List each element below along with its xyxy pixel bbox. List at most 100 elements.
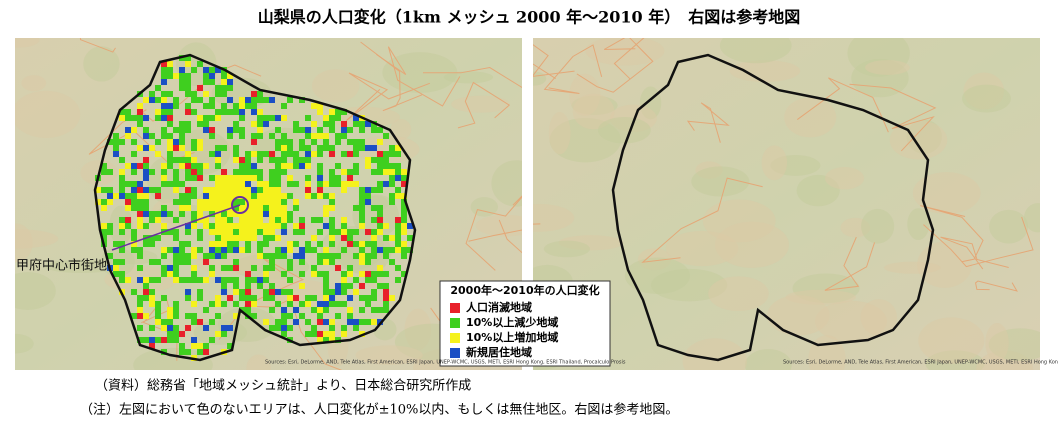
- mesh-cell: [197, 217, 203, 223]
- mesh-cell: [329, 151, 335, 157]
- mesh-cell: [269, 229, 275, 235]
- mesh-cell: [233, 247, 239, 253]
- mesh-cell: [341, 181, 347, 187]
- mesh-cell: [131, 127, 137, 133]
- mesh-cell: [305, 133, 311, 139]
- mesh-cell: [233, 109, 239, 115]
- mesh-cell: [245, 187, 251, 193]
- mesh-cell: [251, 295, 257, 301]
- mesh-cell: [143, 223, 149, 229]
- mesh-cell: [209, 103, 215, 109]
- mesh-cell: [287, 181, 293, 187]
- mesh-cell: [281, 289, 287, 295]
- mesh-cell: [239, 127, 245, 133]
- mesh-cell: [161, 253, 167, 259]
- mesh-cell: [215, 115, 221, 121]
- mesh-cell: [377, 163, 383, 169]
- mesh-cell: [185, 253, 191, 259]
- mesh-cell: [323, 139, 329, 145]
- legend-title: 2000年～2010年の人口変化: [450, 283, 599, 297]
- mesh-cell: [401, 205, 407, 211]
- mesh-cell: [365, 163, 371, 169]
- mesh-cell: [167, 67, 173, 73]
- mesh-cell: [317, 145, 323, 151]
- mesh-cell: [173, 175, 179, 181]
- mesh-cell: [383, 235, 389, 241]
- mesh-cell: [239, 289, 245, 295]
- mesh-cell: [371, 169, 377, 175]
- mesh-cell: [173, 157, 179, 163]
- mesh-cell: [299, 127, 305, 133]
- mesh-cell: [137, 205, 143, 211]
- mesh-cell: [269, 223, 275, 229]
- mesh-cell: [317, 307, 323, 313]
- mesh-cell: [179, 121, 185, 127]
- mesh-cell: [197, 61, 203, 67]
- mesh-cell: [239, 175, 245, 181]
- mesh-cell: [167, 319, 173, 325]
- mesh-cell: [257, 91, 263, 97]
- mesh-cell: [305, 295, 311, 301]
- mesh-cell: [257, 115, 263, 121]
- mesh-cell: [113, 271, 119, 277]
- mesh-cell: [275, 247, 281, 253]
- legend-label: 新規居住地域: [466, 345, 532, 359]
- mesh-cell: [143, 211, 149, 217]
- mesh-cell: [299, 283, 305, 289]
- mesh-cell: [161, 115, 167, 121]
- mesh-cell: [329, 259, 335, 265]
- mesh-cell: [401, 199, 407, 205]
- mesh-cell: [245, 97, 251, 103]
- mesh-cell: [323, 337, 329, 343]
- mesh-cell: [239, 229, 245, 235]
- mesh-cell: [143, 289, 149, 295]
- mesh-cell: [269, 157, 275, 163]
- mesh-cell: [317, 229, 323, 235]
- mesh-cell: [323, 277, 329, 283]
- mesh-cell: [215, 223, 221, 229]
- mesh-cell: [389, 247, 395, 253]
- mesh-cell: [281, 151, 287, 157]
- mesh-cell: [359, 211, 365, 217]
- mesh-cell: [383, 163, 389, 169]
- mesh-cell: [221, 187, 227, 193]
- mesh-cell: [167, 337, 173, 343]
- mesh-cell: [377, 157, 383, 163]
- terrain-patch: [860, 299, 898, 336]
- mesh-cell: [197, 229, 203, 235]
- mesh-cell: [389, 235, 395, 241]
- mesh-cell: [221, 235, 227, 241]
- mesh-cell: [209, 127, 215, 133]
- mesh-cell: [221, 331, 227, 337]
- mesh-cell: [371, 241, 377, 247]
- terrain-patch: [865, 60, 910, 75]
- mesh-cell: [299, 97, 305, 103]
- mesh-cell: [125, 133, 131, 139]
- mesh-cell: [191, 271, 197, 277]
- mesh-cell: [245, 235, 251, 241]
- mesh-cell: [167, 307, 173, 313]
- mesh-cell: [197, 235, 203, 241]
- mesh-cell: [275, 217, 281, 223]
- mesh-cell: [263, 121, 269, 127]
- mesh-cell: [125, 193, 131, 199]
- mesh-cell: [263, 235, 269, 241]
- mesh-cell: [245, 301, 251, 307]
- mesh-cell: [149, 97, 155, 103]
- mesh-cell: [173, 337, 179, 343]
- mesh-cell: [197, 199, 203, 205]
- mesh-cell: [251, 313, 257, 319]
- mesh-cell: [323, 205, 329, 211]
- mesh-cell: [227, 85, 233, 91]
- mesh-cell: [275, 145, 281, 151]
- mesh-cell: [203, 127, 209, 133]
- mesh-cell: [389, 163, 395, 169]
- terrain-patch: [311, 69, 360, 103]
- terrain-patch: [543, 240, 590, 258]
- mesh-cell: [347, 181, 353, 187]
- mesh-cell: [221, 325, 227, 331]
- mesh-cell: [269, 151, 275, 157]
- mesh-cell: [161, 211, 167, 217]
- mesh-cell: [287, 295, 293, 301]
- mesh-cell: [167, 181, 173, 187]
